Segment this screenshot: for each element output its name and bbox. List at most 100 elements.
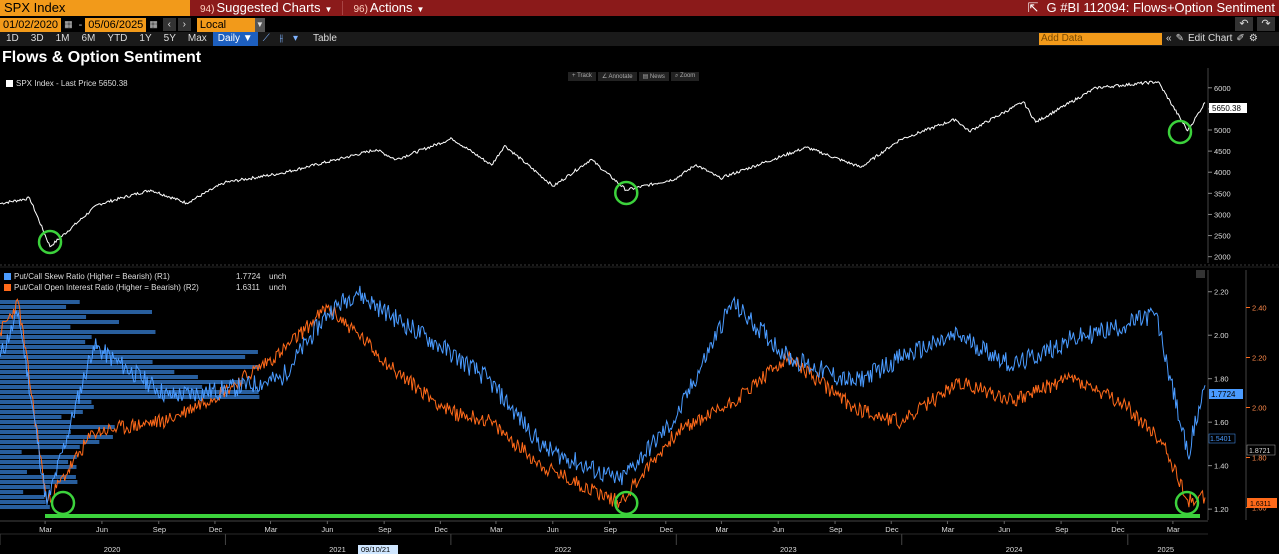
period-5y[interactable]: 5Y [163, 33, 176, 44]
legend-row-oi: Put/Call Open Interest Ratio (Higher = B… [4, 282, 286, 293]
end-date-field[interactable]: 05/06/2025 [85, 17, 147, 32]
volume-bar [0, 360, 153, 364]
volume-bar [0, 325, 71, 329]
r1-tick-label: 1.20 [1214, 505, 1229, 514]
start-date-field[interactable]: 01/02/2020 [0, 17, 62, 32]
prev-period-button[interactable]: ‹ [162, 18, 176, 31]
add-data-input[interactable]: Add Data [1039, 33, 1162, 45]
volume-bar [0, 375, 198, 379]
pencil-icon[interactable]: ✎ [1175, 33, 1184, 44]
zoom-tool[interactable]: ⌕ Zoom [670, 72, 700, 81]
legend-value: 1.6311 [236, 283, 260, 292]
divider [342, 1, 344, 15]
ticker-field[interactable]: SPX Index [0, 0, 190, 16]
volume-bar [0, 330, 156, 334]
highlight-circle [37, 229, 63, 255]
r1-tick-label: 2.20 [1214, 288, 1229, 297]
currency-select[interactable]: Local CCY [196, 17, 255, 45]
window-title-text: G #BI 112094: Flows+Option Sentiment [1046, 0, 1275, 15]
upper-legend: SPX Index - Last Price 5650.38 [6, 79, 128, 88]
volume-bar [0, 425, 115, 429]
r2-tick-label: 2.40 [1252, 304, 1267, 313]
collapse-icon[interactable]: « [1166, 33, 1172, 44]
volume-bar [0, 470, 27, 474]
volume-bar [0, 450, 22, 454]
window-title: ⇱ G #BI 112094: Flows+Option Sentiment [1028, 0, 1275, 16]
year-label: 2021 [329, 545, 346, 554]
track-tool[interactable]: + Track [568, 72, 596, 81]
period-6m[interactable]: 6M [81, 33, 96, 44]
more-options-icon[interactable]: ▾ [292, 33, 298, 44]
table-button[interactable]: Table [312, 33, 337, 44]
legend-change: unch [269, 283, 287, 292]
annotate-tool[interactable]: ∠ Annotate [597, 72, 637, 81]
gear-icon[interactable]: ⚙ [1248, 33, 1258, 44]
month-label: Mar [39, 525, 52, 534]
menu-number: 94) [200, 4, 215, 15]
period-1y[interactable]: 1Y [139, 33, 152, 44]
suggested-charts-menu[interactable]: 94) Suggested Charts ▼ [190, 0, 342, 16]
chart-canvas[interactable]: 200025003000350040004500500055006000 1.2… [0, 48, 1279, 554]
volume-bar [0, 405, 94, 409]
highlight-circle [614, 490, 639, 516]
period-max[interactable]: Max [187, 33, 207, 44]
month-label: Dec [209, 525, 223, 534]
month-label: Sep [153, 525, 166, 534]
panel-menu-icon[interactable] [1196, 270, 1205, 278]
calendar-icon[interactable]: ▦ [149, 19, 158, 29]
y-tick-label: 2000 [1214, 253, 1231, 262]
highlight-circle [50, 490, 76, 516]
news-tool[interactable]: ▤ News [638, 72, 669, 81]
month-label: Sep [1055, 525, 1068, 534]
period-1d[interactable]: 1D [6, 33, 19, 44]
lower-legend: Put/Call Skew Ratio (Higher = Bearish) (… [4, 271, 286, 293]
volume-bar [0, 395, 260, 399]
undo-icon[interactable]: ↶ [1235, 17, 1253, 31]
period-ytd[interactable]: YTD [107, 33, 128, 44]
legend-label: Put/Call Skew Ratio (Higher = Bearish) (… [14, 272, 170, 281]
volume-bar [0, 475, 76, 479]
month-label: Jun [96, 525, 108, 534]
toolbar-right: « ✎ Edit Chart ✐ ⚙ [1166, 32, 1258, 46]
frequency-select[interactable]: Daily ▼ [212, 32, 258, 46]
y-tick-label: 4000 [1214, 168, 1231, 177]
candlestick-icon[interactable]: ⫲ [279, 33, 283, 44]
actions-menu[interactable]: 96) Actions ▼ [343, 0, 434, 16]
chevron-down-icon[interactable]: ▼ [254, 17, 265, 32]
legend-change: unch [269, 272, 287, 281]
volume-bar [0, 435, 113, 439]
next-period-button[interactable]: › [177, 18, 191, 31]
r1-tick-label: 2.00 [1214, 331, 1229, 340]
month-label: Jun [547, 525, 559, 534]
r1-marker-label: 1.5401 [1208, 433, 1236, 444]
edit-chart-button[interactable]: Edit Chart [1187, 33, 1233, 44]
spx-last-price-label: 5650.38 [1209, 103, 1247, 113]
external-link-icon[interactable]: ⇱ [1027, 0, 1039, 15]
redo-icon[interactable]: ↷ [1257, 17, 1275, 31]
y-tick-label: 3000 [1214, 210, 1231, 219]
x-axis-labels: Mar Jun Sep Dec Mar Jun Sep Dec Mar Jun Sep Dec Mar J… [0, 521, 1180, 554]
month-label: Jun [321, 525, 333, 534]
volume-bar [0, 355, 246, 359]
legend-swatch [6, 80, 13, 87]
volume-bar [0, 390, 259, 394]
spx-price-line [0, 80, 1206, 248]
period-1m[interactable]: 1M [55, 33, 70, 44]
volume-bar [0, 365, 260, 369]
calendar-icon[interactable]: ▦ [64, 19, 73, 29]
month-label: Sep [378, 525, 391, 534]
period-3d[interactable]: 3D [30, 33, 44, 44]
volume-bar [0, 310, 153, 314]
volume-bar [0, 455, 77, 459]
month-label: Mar [941, 525, 954, 534]
y-tick-label: 3500 [1214, 189, 1231, 198]
line-chart-icon[interactable]: ⟋ [262, 33, 270, 44]
edit-icon[interactable]: ✐ [1236, 33, 1245, 44]
r1-tick-label: 1.60 [1214, 418, 1229, 427]
volume-bar [0, 320, 119, 324]
volume-bar [0, 335, 92, 339]
volume-bar [0, 340, 86, 344]
menu-number: 96) [353, 4, 368, 15]
y-tick-label: 6000 [1214, 84, 1231, 93]
legend-row-skew: Put/Call Skew Ratio (Higher = Bearish) (… [4, 271, 286, 282]
